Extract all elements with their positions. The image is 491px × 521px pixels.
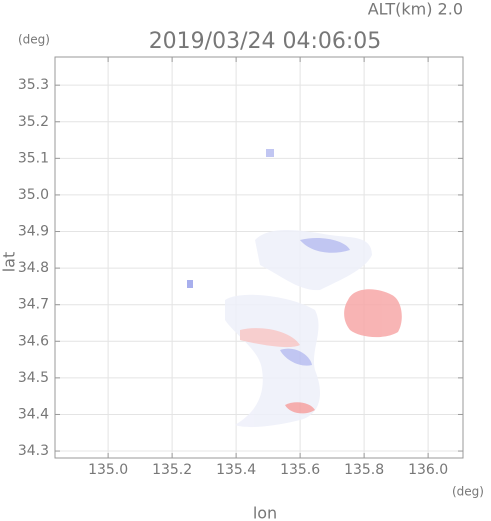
echo-region: [225, 294, 320, 428]
x-tick-label: 135.4: [216, 462, 256, 478]
x-tick-label: 135.8: [344, 462, 384, 478]
y-tick-label: 35.2: [18, 114, 49, 130]
echo-region: [285, 402, 315, 414]
plot-frame: [54, 56, 464, 459]
radar-image: [187, 149, 402, 428]
echo-region: [344, 289, 402, 338]
x-tick-label: 135.6: [280, 462, 320, 478]
y-tick-label: 34.6: [18, 333, 49, 349]
x-tick-label: 135.2: [152, 462, 192, 478]
echo-region: [300, 238, 350, 253]
echo-region: [187, 280, 193, 288]
subtitle: ALT(km) 2.0: [368, 0, 463, 19]
x-tick-label: 135.0: [88, 462, 128, 478]
echo-region: [240, 328, 300, 348]
y-tick-label: 35.0: [18, 187, 49, 203]
chart-title: 2019/03/24 04:06:05: [149, 29, 382, 54]
y-axis-label: lat: [0, 252, 19, 273]
y-tick-label: 34.8: [18, 260, 49, 276]
y-tick-label: 35.1: [18, 150, 49, 166]
y-tick-label: 34.5: [18, 370, 49, 386]
echo-region: [280, 348, 312, 366]
y-tick-label: 35.3: [18, 77, 49, 93]
x-unit: (deg): [452, 485, 484, 499]
y-unit: (deg): [18, 33, 50, 47]
y-tick-label: 34.4: [18, 406, 49, 422]
echo-region: [266, 149, 274, 157]
y-tick-label: 34.7: [18, 297, 49, 313]
y-tick-label: 34.3: [18, 443, 49, 459]
grid: [55, 57, 463, 458]
x-tick-label: 136.0: [408, 462, 448, 478]
x-axis-label: lon: [253, 504, 277, 521]
y-tick-label: 34.9: [18, 224, 49, 240]
